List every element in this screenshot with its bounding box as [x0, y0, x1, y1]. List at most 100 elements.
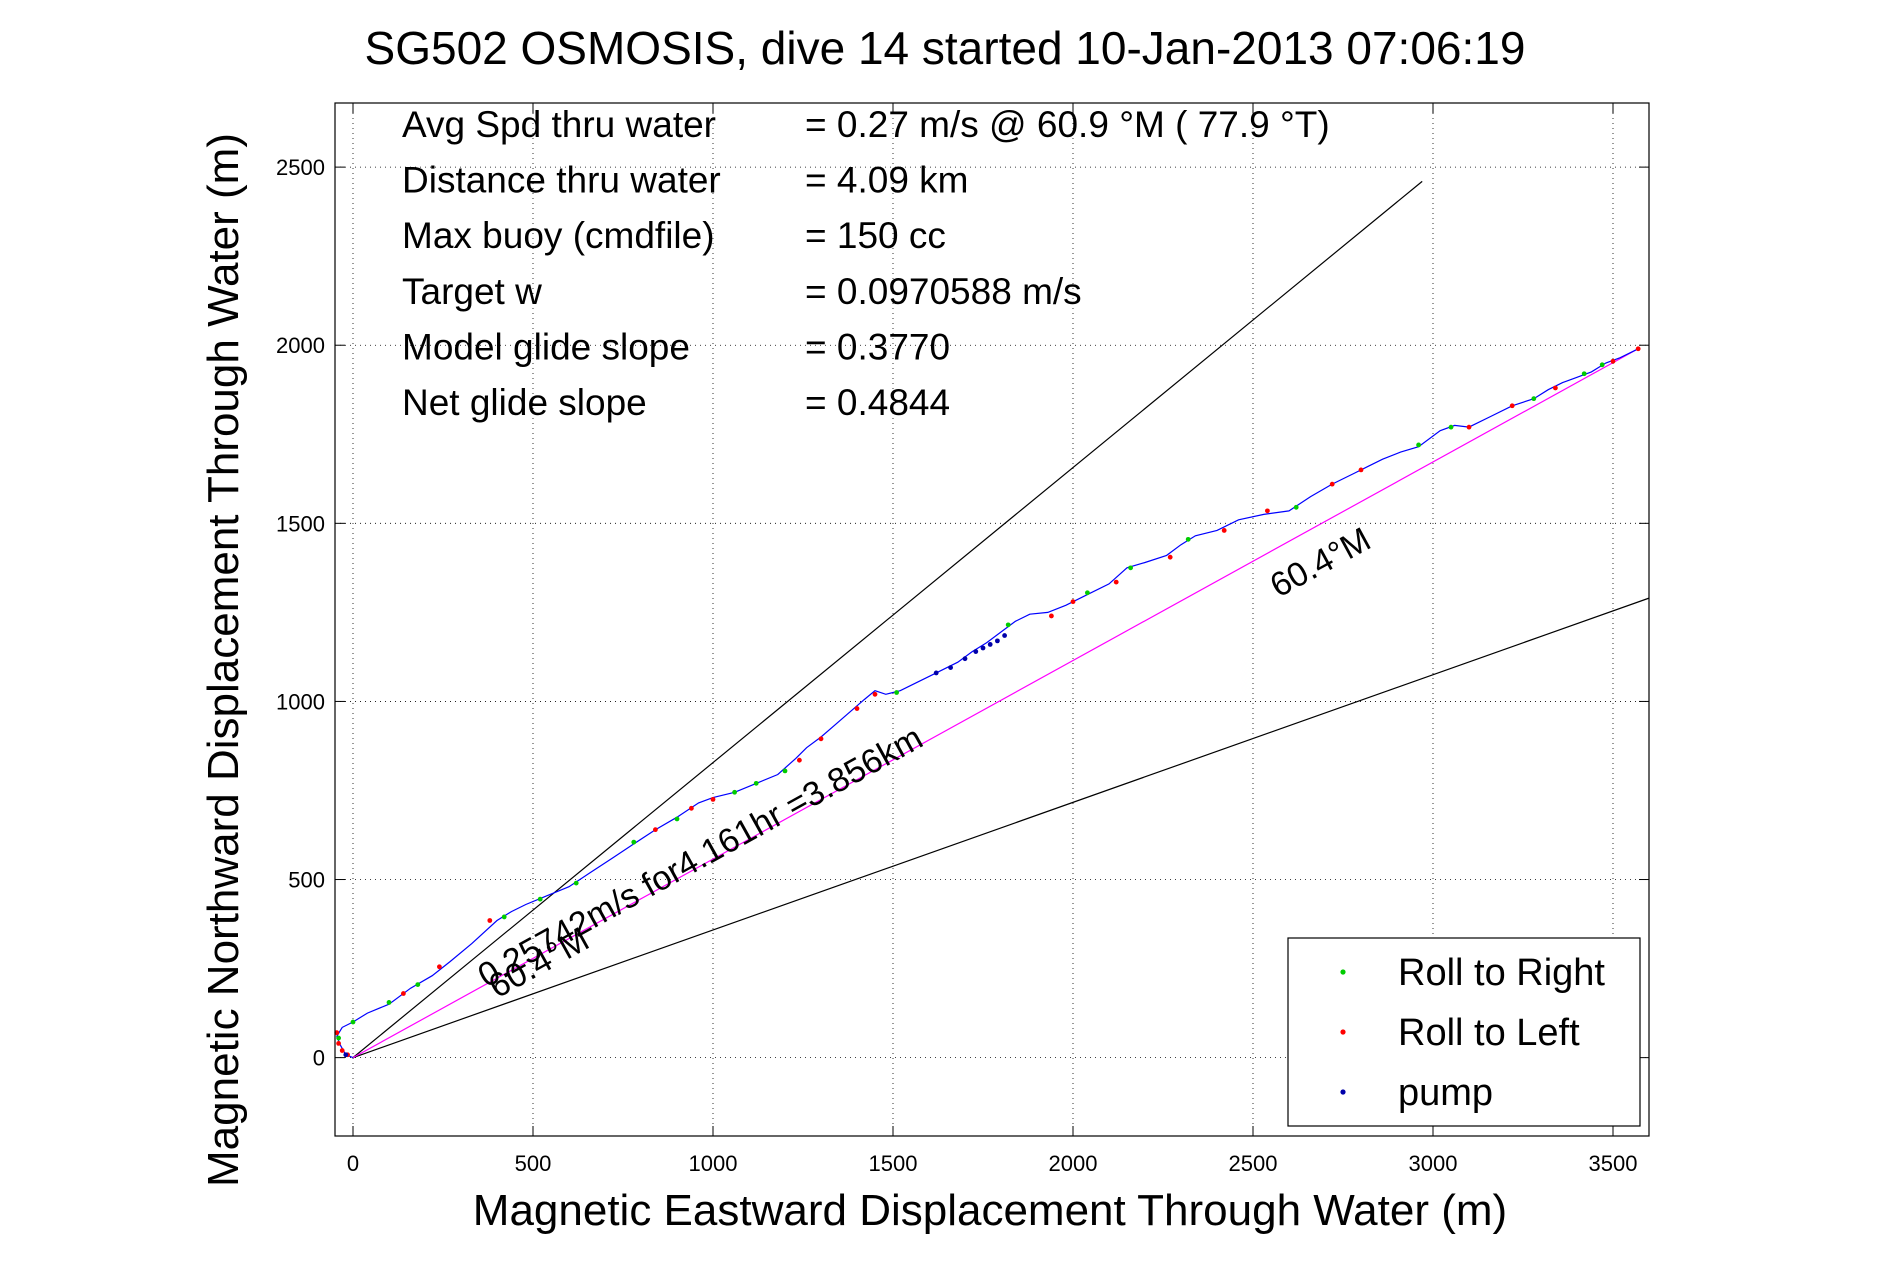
- stat-label: Target w: [402, 271, 542, 312]
- marker-pump: [948, 665, 953, 670]
- marker-left: [1466, 424, 1472, 430]
- marker-right: [1005, 622, 1011, 628]
- reference-line: [352, 180, 1423, 1059]
- marker-pump: [987, 642, 993, 647]
- x-tick-label: 2500: [1229, 1151, 1278, 1176]
- reference-lines: [352, 180, 1650, 1059]
- marker-left: [1265, 508, 1270, 514]
- legend-marker: [1340, 969, 1346, 975]
- x-tick-label: 500: [515, 1151, 552, 1176]
- marker-right: [1531, 396, 1537, 402]
- marker-left: [339, 1048, 345, 1053]
- track-line: [336, 348, 1639, 1059]
- marker-right: [732, 789, 737, 795]
- marker-right: [782, 768, 788, 774]
- marker-right: [537, 896, 543, 902]
- legend: Roll to Right Roll to Left pump: [1287, 937, 1641, 1127]
- marker-left: [1221, 528, 1227, 533]
- marker-pump: [343, 1052, 349, 1058]
- marker-left: [1635, 346, 1641, 352]
- y-tick-label: 2000: [276, 333, 325, 358]
- plot-frame: [334, 102, 1650, 1137]
- stat-label: Distance thru water: [402, 160, 721, 201]
- track: [336, 348, 1639, 1059]
- stats-block: Avg Spd thru water = 0.27 m/s @ 60.9 °M (…: [402, 104, 1330, 423]
- legend-marker: [1340, 1029, 1346, 1035]
- marker-right: [573, 880, 579, 886]
- stat-label: Net glide slope: [402, 382, 647, 423]
- marker-right: [631, 839, 637, 845]
- marker-pump: [933, 670, 939, 676]
- y-tick-label: 2500: [276, 155, 325, 180]
- marker-right: [1185, 536, 1191, 542]
- marker-right: [894, 690, 899, 695]
- marker-pump: [995, 638, 1000, 644]
- marker-left: [1167, 554, 1173, 560]
- marker-left: [872, 691, 878, 697]
- legend-entry: pump: [1398, 1072, 1493, 1114]
- marker-left: [1509, 403, 1515, 409]
- legend-entry: Roll to Right: [1398, 952, 1605, 994]
- marker-left: [1358, 467, 1364, 473]
- marker-left: [797, 757, 802, 763]
- stat-value: = 0.4844: [805, 382, 950, 423]
- marker-right: [1581, 371, 1587, 377]
- y-tick-label: 500: [288, 868, 325, 893]
- y-tick-label: 1000: [276, 689, 325, 714]
- stat-label: Model glide slope: [402, 326, 690, 367]
- marker-left: [689, 805, 694, 811]
- stat-label: Max buoy (cmdfile): [402, 215, 715, 256]
- marker-right: [1448, 424, 1454, 430]
- marker-right: [1293, 504, 1299, 510]
- marker-left: [487, 918, 493, 923]
- marker-right: [753, 780, 759, 786]
- marker-right: [1085, 590, 1090, 596]
- x-tick-label: 3500: [1589, 1151, 1638, 1176]
- stat-label: Avg Spd thru water: [402, 104, 716, 145]
- marker-left: [1113, 579, 1119, 585]
- stat-value: = 0.0970588 m/s: [805, 271, 1082, 312]
- marker-left: [710, 796, 716, 802]
- marker-right: [501, 914, 507, 920]
- marker-right: [1599, 362, 1605, 368]
- marker-pump: [962, 656, 968, 662]
- marker-left: [1329, 481, 1335, 487]
- chart-title: SG502 OSMOSIS, dive 14 started 10-Jan-20…: [365, 22, 1526, 74]
- y-tick-label: 1500: [276, 511, 325, 536]
- marker-right: [386, 1000, 392, 1005]
- marker-right: [336, 1035, 341, 1041]
- marker-left: [1610, 358, 1616, 364]
- x-tick-label: 1500: [869, 1151, 918, 1176]
- legend-entry: Roll to Left: [1398, 1012, 1580, 1054]
- marker-left: [401, 991, 406, 996]
- marker-left: [1553, 385, 1558, 391]
- marker-left: [1070, 599, 1076, 605]
- reference-line: [352, 597, 1650, 1059]
- marker-right: [415, 982, 421, 988]
- marker-left: [854, 706, 860, 711]
- marker-pump: [1002, 633, 1007, 638]
- marker-right: [1416, 442, 1421, 448]
- x-axis-label: Magnetic Eastward Displacement Through W…: [473, 1186, 1507, 1235]
- ticks: 0 500 1000 1500 2000 2500 3000 3500 0 500 1000 1500…: [276, 103, 1649, 1176]
- stat-value: = 150 cc: [805, 215, 946, 256]
- marker-right: [350, 1019, 356, 1025]
- marker-left: [1049, 613, 1054, 619]
- marker-right: [1128, 565, 1133, 571]
- y-axis-label: Magnetic Northward Displacement Through …: [199, 133, 248, 1187]
- stat-value: = 4.09 km: [805, 160, 969, 201]
- markers: [334, 346, 1641, 1058]
- marker-pump: [973, 649, 979, 654]
- marker-left: [653, 827, 658, 833]
- stat-value: = 0.3770: [805, 326, 950, 367]
- marker-right: [674, 816, 680, 822]
- marker-left: [818, 736, 824, 742]
- x-tick-label: 1000: [689, 1151, 738, 1176]
- x-tick-label: 2000: [1049, 1151, 1098, 1176]
- x-tick-label: 0: [347, 1151, 359, 1176]
- marker-left: [437, 964, 442, 970]
- legend-marker: [1340, 1089, 1346, 1095]
- x-tick-label: 3000: [1409, 1151, 1458, 1176]
- marker-left: [336, 1040, 341, 1046]
